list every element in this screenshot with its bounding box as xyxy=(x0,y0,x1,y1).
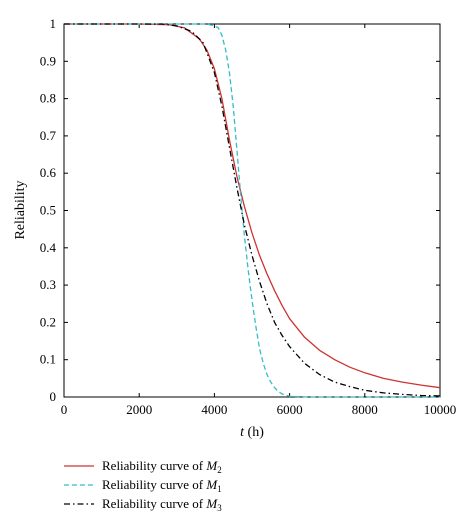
legend-label-m3: Reliability curve of M3 xyxy=(102,496,222,513)
y-tick-label: 0.9 xyxy=(40,53,56,68)
y-tick-label: 0.6 xyxy=(40,165,57,180)
y-tick-label: 0.7 xyxy=(40,128,57,143)
y-tick-label: 0.5 xyxy=(40,203,56,218)
series-lines xyxy=(64,23,441,398)
y-tick-label: 0.2 xyxy=(40,314,56,329)
legend-label-m2: Reliability curve of M2 xyxy=(102,458,222,475)
series-line-m1 xyxy=(64,23,440,398)
x-tick-label: 10000 xyxy=(424,402,457,417)
y-tick-label: 0.3 xyxy=(40,277,56,292)
y-tick-label: 0.4 xyxy=(40,240,57,255)
y-tick-label: 0 xyxy=(50,389,57,404)
x-tick-label: 4000 xyxy=(201,402,227,417)
y-axis-ticks: 0 0.1 0.2 0.3 0.4 0.5 0.6 0.7 0.8 0.9 1 xyxy=(40,16,440,404)
plot-area xyxy=(63,23,441,398)
legend: Reliability curve of M2 Reliability curve… xyxy=(64,458,222,513)
plot-frame xyxy=(63,23,441,398)
series-line-m3 xyxy=(64,23,441,397)
y-tick-label: 0.1 xyxy=(40,352,56,367)
x-tick-label: 0 xyxy=(61,402,68,417)
legend-label-m1: Reliability curve of M1 xyxy=(102,477,222,494)
x-axis-variable: t xyxy=(240,425,245,440)
x-tick-label: 6000 xyxy=(277,402,303,417)
y-axis-label: Reliability xyxy=(13,180,28,239)
x-tick-label: 2000 xyxy=(126,402,152,417)
y-tick-label: 1 xyxy=(50,16,57,31)
series-line-m2 xyxy=(64,23,441,389)
x-axis-ticks: 0 2000 4000 6000 8000 10000 xyxy=(61,24,457,417)
y-tick-label: 0.8 xyxy=(40,91,56,106)
x-axis-label: t (h) xyxy=(240,425,264,440)
x-axis-unit: (h) xyxy=(244,425,264,440)
x-tick-label: 8000 xyxy=(352,402,378,417)
